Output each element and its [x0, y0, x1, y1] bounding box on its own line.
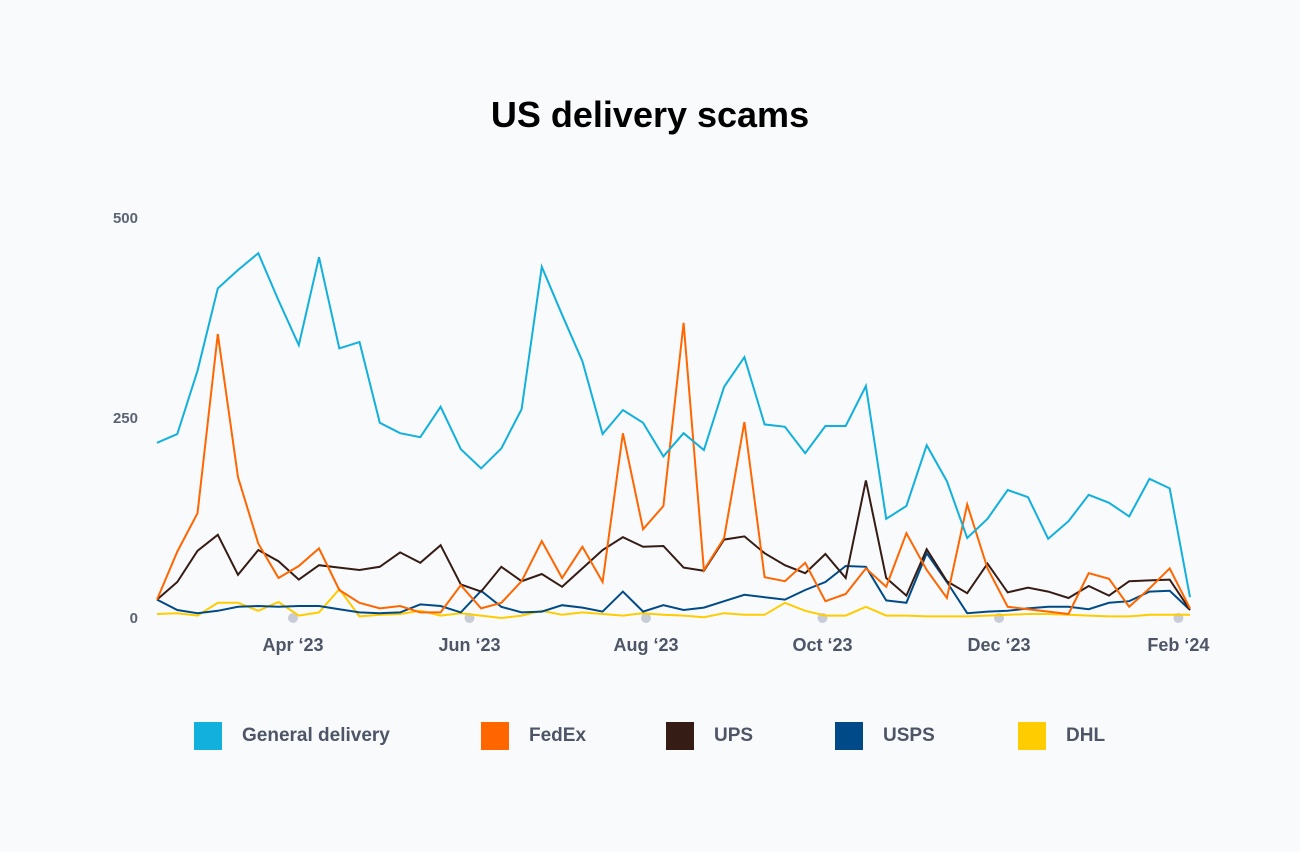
- y-tick-label: 0: [130, 610, 138, 627]
- legend-swatch: [666, 722, 694, 750]
- gridlines: [150, 217, 1200, 619]
- series-line-general-delivery: [156, 251, 1191, 598]
- legend-label: General delivery: [242, 725, 390, 746]
- series-line-ups: [156, 480, 1191, 611]
- legend-label: FedEx: [529, 725, 587, 746]
- chart-title: US delivery scams: [490, 94, 810, 135]
- x-tick-label: Oct ‘23: [793, 635, 853, 655]
- legend-label: USPS: [883, 725, 935, 746]
- series-line-dhl: [156, 587, 1190, 620]
- legend-swatch: [835, 722, 863, 750]
- data-points-usps: [156, 552, 1191, 614]
- series-line-fedex: [156, 322, 1191, 616]
- legend-item-dhl[interactable]: DHL: [1018, 722, 1105, 750]
- data-points-general-delivery: [156, 252, 1191, 598]
- data-points-ups: [156, 479, 1191, 611]
- legend-item-usps[interactable]: USPS: [835, 722, 935, 750]
- legend-swatch: [1018, 722, 1046, 750]
- legend-label: UPS: [714, 725, 754, 746]
- y-axis: 0 250 500: [113, 210, 138, 627]
- legend-swatch: [481, 722, 509, 750]
- y-tick-label: 500: [113, 210, 138, 227]
- legend-label: DHL: [1066, 725, 1106, 746]
- x-tick-label: Apr ‘23: [262, 635, 323, 655]
- x-tick-label: Jun ‘23: [438, 635, 500, 655]
- series-line-usps: [156, 551, 1191, 615]
- y-tick-label: 250: [113, 410, 138, 427]
- x-tick-label: Dec ‘23: [968, 635, 1031, 655]
- x-axis: Apr ‘23 Jun ‘23 Aug ‘23 Oct ‘23 Dec ‘23 Feb ‘…: [262, 613, 1209, 655]
- legend-item-general-delivery[interactable]: General delivery: [194, 722, 390, 750]
- x-tick-label: Feb ‘24: [1147, 635, 1209, 655]
- x-tick-marker: [287, 613, 298, 623]
- legend-item-ups[interactable]: UPS: [666, 722, 753, 750]
- x-tick-label: Aug ‘23: [614, 635, 679, 655]
- x-tick-marker: [641, 613, 652, 623]
- legend-swatch: [194, 722, 222, 750]
- legend-item-fedex[interactable]: FedEx: [481, 722, 586, 750]
- series-lines: [156, 251, 1191, 620]
